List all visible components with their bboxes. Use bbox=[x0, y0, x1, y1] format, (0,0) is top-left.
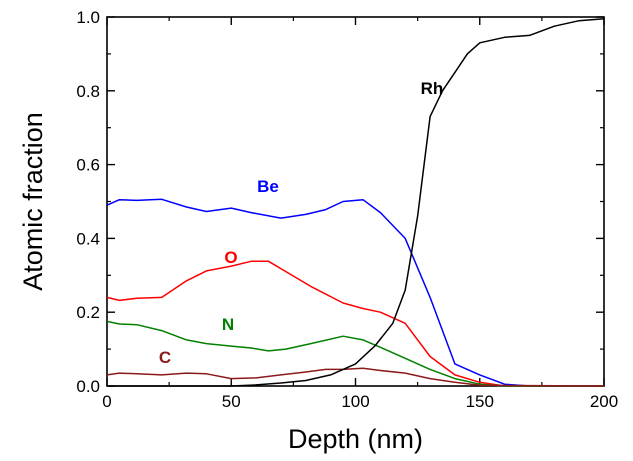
series-labels: Be O N C Rh bbox=[159, 79, 443, 367]
series-line-n bbox=[106, 320, 604, 387]
series-label-be: Be bbox=[257, 177, 279, 196]
series-line-o bbox=[106, 260, 604, 387]
plot-frame bbox=[106, 16, 605, 387]
series-line-rh bbox=[107, 18, 605, 387]
y-tick-label: 0.4 bbox=[76, 229, 100, 248]
series-label-c: C bbox=[159, 348, 171, 367]
series-label-rh: Rh bbox=[421, 79, 444, 98]
y-tick-label: 0.8 bbox=[76, 82, 100, 101]
tick-labels: 0 50 100 150 200 0.0 0.2 0.4 0.6 0.8 1.0 bbox=[76, 8, 618, 411]
y-axis-title: Atomic fraction bbox=[18, 112, 48, 291]
y-tick-label: 0.2 bbox=[76, 303, 100, 322]
series-line-c bbox=[106, 367, 605, 387]
series-label-o: O bbox=[224, 248, 237, 267]
series-line-be bbox=[106, 198, 604, 387]
y-tick-label: 1.0 bbox=[76, 8, 100, 27]
x-axis-title: Depth (nm) bbox=[288, 424, 423, 454]
x-tick-label: 200 bbox=[590, 392, 618, 411]
series-lines bbox=[106, 18, 605, 387]
x-tick-label: 150 bbox=[466, 392, 494, 411]
x-tick-label: 50 bbox=[222, 392, 241, 411]
series-label-n: N bbox=[222, 315, 234, 334]
x-tick-label: 0 bbox=[102, 392, 111, 411]
y-tick-label: 0.6 bbox=[76, 156, 100, 175]
x-tick-label: 100 bbox=[341, 392, 369, 411]
axis-ticks bbox=[106, 16, 605, 387]
y-tick-label: 0.0 bbox=[76, 377, 100, 396]
